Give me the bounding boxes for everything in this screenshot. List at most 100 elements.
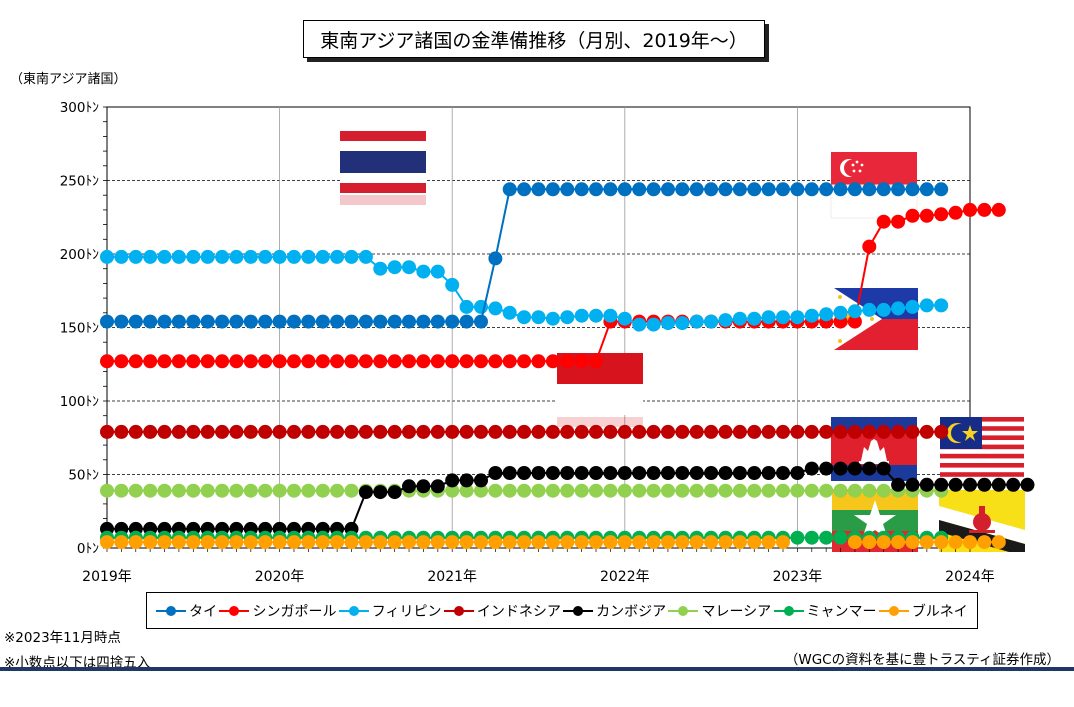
data-point bbox=[157, 483, 172, 498]
data-point bbox=[977, 535, 992, 550]
data-point bbox=[732, 535, 747, 550]
data-point bbox=[603, 182, 618, 197]
series-indonesia bbox=[100, 424, 949, 439]
data-point bbox=[574, 424, 589, 439]
legend-label: カンボジア bbox=[596, 603, 667, 620]
data-point bbox=[847, 304, 862, 319]
data-point bbox=[402, 314, 416, 329]
data-point bbox=[545, 354, 560, 369]
legend-item-cambodia: カンボジア bbox=[563, 601, 666, 621]
data-point bbox=[603, 424, 618, 439]
data-point bbox=[258, 314, 273, 329]
data-point bbox=[502, 354, 517, 369]
y-tick-label: 250ﾄﾝ bbox=[60, 174, 100, 190]
data-point bbox=[531, 466, 546, 480]
data-point bbox=[287, 249, 301, 264]
legend-item-thailand: タイ bbox=[156, 601, 217, 621]
data-point bbox=[675, 483, 690, 498]
data-point bbox=[617, 182, 632, 197]
data-point bbox=[761, 466, 776, 480]
data-point bbox=[1020, 477, 1035, 492]
data-point bbox=[445, 535, 460, 550]
data-point bbox=[847, 461, 862, 476]
data-point bbox=[732, 311, 747, 326]
data-point bbox=[790, 530, 805, 545]
data-point bbox=[358, 485, 373, 500]
legend-item-philippines: フィリピン bbox=[338, 601, 442, 621]
data-point bbox=[445, 314, 460, 329]
legend-marker bbox=[563, 605, 594, 616]
data-point bbox=[258, 354, 273, 369]
legend-label: ミャンマー bbox=[806, 603, 877, 620]
legend-marker bbox=[668, 605, 699, 616]
data-point bbox=[934, 424, 949, 439]
data-point bbox=[675, 182, 690, 197]
data-point bbox=[531, 424, 546, 439]
data-point bbox=[761, 483, 776, 498]
data-point bbox=[272, 483, 287, 498]
data-point bbox=[646, 535, 661, 550]
data-point bbox=[171, 249, 186, 264]
data-point bbox=[128, 314, 143, 329]
legend-marker bbox=[878, 605, 909, 616]
data-point bbox=[344, 535, 359, 550]
data-point bbox=[574, 535, 589, 550]
data-point bbox=[517, 182, 532, 197]
data-point bbox=[430, 535, 445, 550]
data-point bbox=[833, 483, 848, 498]
data-point bbox=[718, 182, 733, 197]
data-point bbox=[934, 477, 949, 492]
legend-label: フィリピン bbox=[371, 603, 442, 620]
data-point bbox=[603, 483, 618, 498]
data-point bbox=[459, 473, 474, 488]
data-point bbox=[459, 354, 474, 369]
data-point bbox=[847, 535, 862, 550]
data-point bbox=[747, 466, 762, 480]
data-point bbox=[876, 214, 891, 229]
data-point bbox=[502, 466, 517, 480]
y-tick-label: 200ﾄﾝ bbox=[60, 247, 100, 263]
data-point bbox=[445, 354, 460, 369]
data-point bbox=[114, 483, 129, 498]
data-point bbox=[776, 483, 790, 498]
legend-marker bbox=[338, 605, 369, 616]
data-point bbox=[114, 424, 129, 439]
data-point bbox=[689, 314, 704, 329]
data-point bbox=[128, 424, 143, 439]
data-point bbox=[545, 424, 560, 439]
source-note: （WGCの資料を基に豊トラスティ証券作成） bbox=[784, 652, 1060, 668]
data-point bbox=[632, 483, 647, 498]
data-point bbox=[704, 424, 719, 439]
data-point bbox=[200, 249, 215, 264]
data-point bbox=[545, 483, 560, 498]
data-point bbox=[661, 424, 675, 439]
data-point bbox=[632, 466, 647, 480]
data-point bbox=[963, 202, 977, 217]
legend-item-singapore: シンガポール bbox=[219, 601, 336, 621]
bottom-rule bbox=[0, 667, 1074, 671]
legend-item-myanmar: ミャンマー bbox=[773, 601, 877, 621]
series-philippines bbox=[100, 249, 949, 332]
chart-title: 東南アジア諸国の金準備推移（月別、2019年～） bbox=[303, 20, 765, 58]
data-point bbox=[646, 182, 661, 197]
data-point bbox=[704, 466, 719, 480]
data-point bbox=[991, 535, 1006, 550]
data-point bbox=[301, 354, 316, 369]
data-point bbox=[790, 483, 805, 498]
data-point bbox=[143, 354, 158, 369]
data-point bbox=[171, 535, 186, 550]
data-point bbox=[445, 473, 460, 488]
data-point bbox=[502, 305, 517, 320]
legend-marker bbox=[219, 605, 250, 616]
data-point bbox=[661, 535, 675, 550]
data-point bbox=[646, 317, 661, 332]
legend-marker bbox=[443, 605, 474, 616]
data-point bbox=[488, 483, 503, 498]
data-point bbox=[200, 424, 215, 439]
data-point bbox=[186, 424, 201, 439]
y-tick-label: 300ﾄﾝ bbox=[60, 100, 100, 116]
legend-label: インドネシア bbox=[476, 603, 561, 620]
data-point bbox=[301, 535, 316, 550]
data-point bbox=[689, 182, 704, 197]
data-point bbox=[761, 182, 776, 197]
